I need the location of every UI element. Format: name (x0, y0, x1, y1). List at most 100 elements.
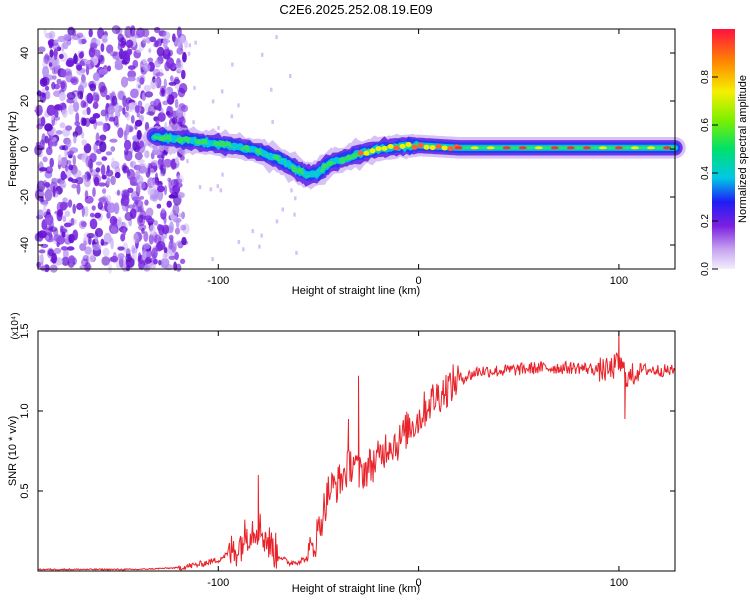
noise-blob (53, 48, 59, 58)
noise-speck (289, 74, 292, 78)
noise-blob (60, 81, 66, 90)
noise-blob (137, 84, 141, 89)
noise-blob (162, 224, 170, 235)
ridge-highlight (297, 167, 304, 173)
noise-blob (61, 246, 68, 251)
noise-blob (144, 103, 151, 112)
noise-speck (275, 35, 278, 40)
noise-blob (174, 251, 179, 261)
noise-blob (102, 247, 110, 257)
noise-blob (39, 139, 45, 150)
ridge-highlight (363, 150, 370, 156)
noise-blob (104, 110, 109, 122)
noise-speck (290, 188, 293, 193)
noise-blob (58, 102, 67, 111)
noise-blob (137, 100, 143, 109)
snr-x-label: Height of straight line (km) (292, 583, 420, 595)
noise-blob (122, 227, 127, 236)
colorbar-label: Normalized spectral amplitude (737, 75, 749, 223)
noise-blob (143, 242, 151, 250)
noise-blob (72, 54, 79, 65)
ridge-highlight (279, 159, 286, 165)
noise-blob (117, 90, 125, 101)
noise-blob (165, 89, 169, 100)
noise-blob (128, 102, 138, 109)
noise-blob (117, 216, 123, 228)
noise-blob (181, 236, 187, 246)
noise-blob (106, 44, 114, 54)
noise-blob (89, 218, 98, 230)
noise-blob (76, 32, 84, 38)
noise-blob (157, 112, 166, 122)
ridge-highlight (291, 167, 298, 173)
noise-blob (165, 110, 171, 116)
noise-blob (59, 91, 66, 102)
noise-blob (81, 139, 87, 146)
noise-blob (52, 75, 57, 80)
noise-blob (143, 231, 149, 242)
noise-blob (133, 231, 143, 242)
spectrogram-x-tick-label: 0 (416, 275, 422, 287)
ridge-highlight (351, 153, 358, 159)
noise-blob (83, 177, 91, 188)
noise-blob (125, 111, 131, 121)
noise-blob (78, 38, 82, 44)
noise-blob (46, 208, 51, 215)
noise-blob (173, 36, 179, 47)
ridge-highlight (454, 146, 463, 150)
noise-blob (92, 101, 99, 109)
noise-blob (113, 115, 119, 126)
noise-blob (73, 135, 77, 144)
noise-blob (163, 78, 167, 89)
noise-blob (43, 264, 50, 273)
spectrogram-x-tick-label: 100 (610, 275, 628, 287)
noise-blob (101, 256, 110, 266)
noise-blob (51, 81, 56, 90)
noise-blob (86, 107, 91, 115)
ridge-highlight (411, 144, 418, 150)
noise-blob (146, 111, 155, 116)
snr-y-label: SNR (10 * v/v) (7, 416, 19, 486)
noise-blob (127, 70, 137, 79)
noise-blob (110, 146, 116, 152)
noise-blob (114, 171, 121, 179)
noise-blob (61, 69, 67, 78)
noise-blob (175, 263, 182, 272)
spectrogram-x-ticks: -100 0 100 (207, 29, 628, 287)
noise-blob (176, 47, 184, 55)
noise-speck (271, 119, 274, 124)
noise-blob (68, 255, 76, 264)
ridge-highlight (441, 145, 448, 151)
noise-blob (163, 158, 173, 168)
ridge-highlight (261, 150, 268, 156)
noise-speck (211, 257, 214, 262)
noise-blob (181, 104, 189, 113)
noise-blob (63, 34, 71, 42)
noise-blob (168, 194, 176, 199)
noise-blob (90, 37, 98, 50)
ridge-highlight (237, 143, 244, 149)
noise-blob (99, 141, 107, 153)
noise-blob (96, 39, 101, 47)
noise-blob (117, 189, 120, 196)
ridge-highlight (429, 145, 436, 151)
noise-blob (182, 223, 190, 235)
noise-speck (281, 207, 284, 212)
noise-blob (137, 163, 146, 175)
noise-blob (43, 28, 47, 36)
noise-blob (37, 46, 46, 53)
noise-blob (162, 31, 171, 40)
noise-blob (62, 215, 67, 223)
noise-blob (76, 183, 81, 195)
noise-blob (103, 232, 112, 244)
noise-blob (54, 110, 59, 118)
noise-blob (168, 234, 174, 241)
snr-panel: -100 0 100 0.5 1.0 1.5 Height of straight li… (7, 312, 676, 595)
noise-blob (130, 115, 135, 124)
noise-speck (221, 172, 224, 177)
noise-blob (138, 214, 144, 224)
noise-blob (66, 92, 76, 100)
colorbar: 0.0 0.2 0.4 0.6 0.8 Normalized spectral ampl… (700, 29, 749, 276)
noise-blob (76, 202, 84, 211)
